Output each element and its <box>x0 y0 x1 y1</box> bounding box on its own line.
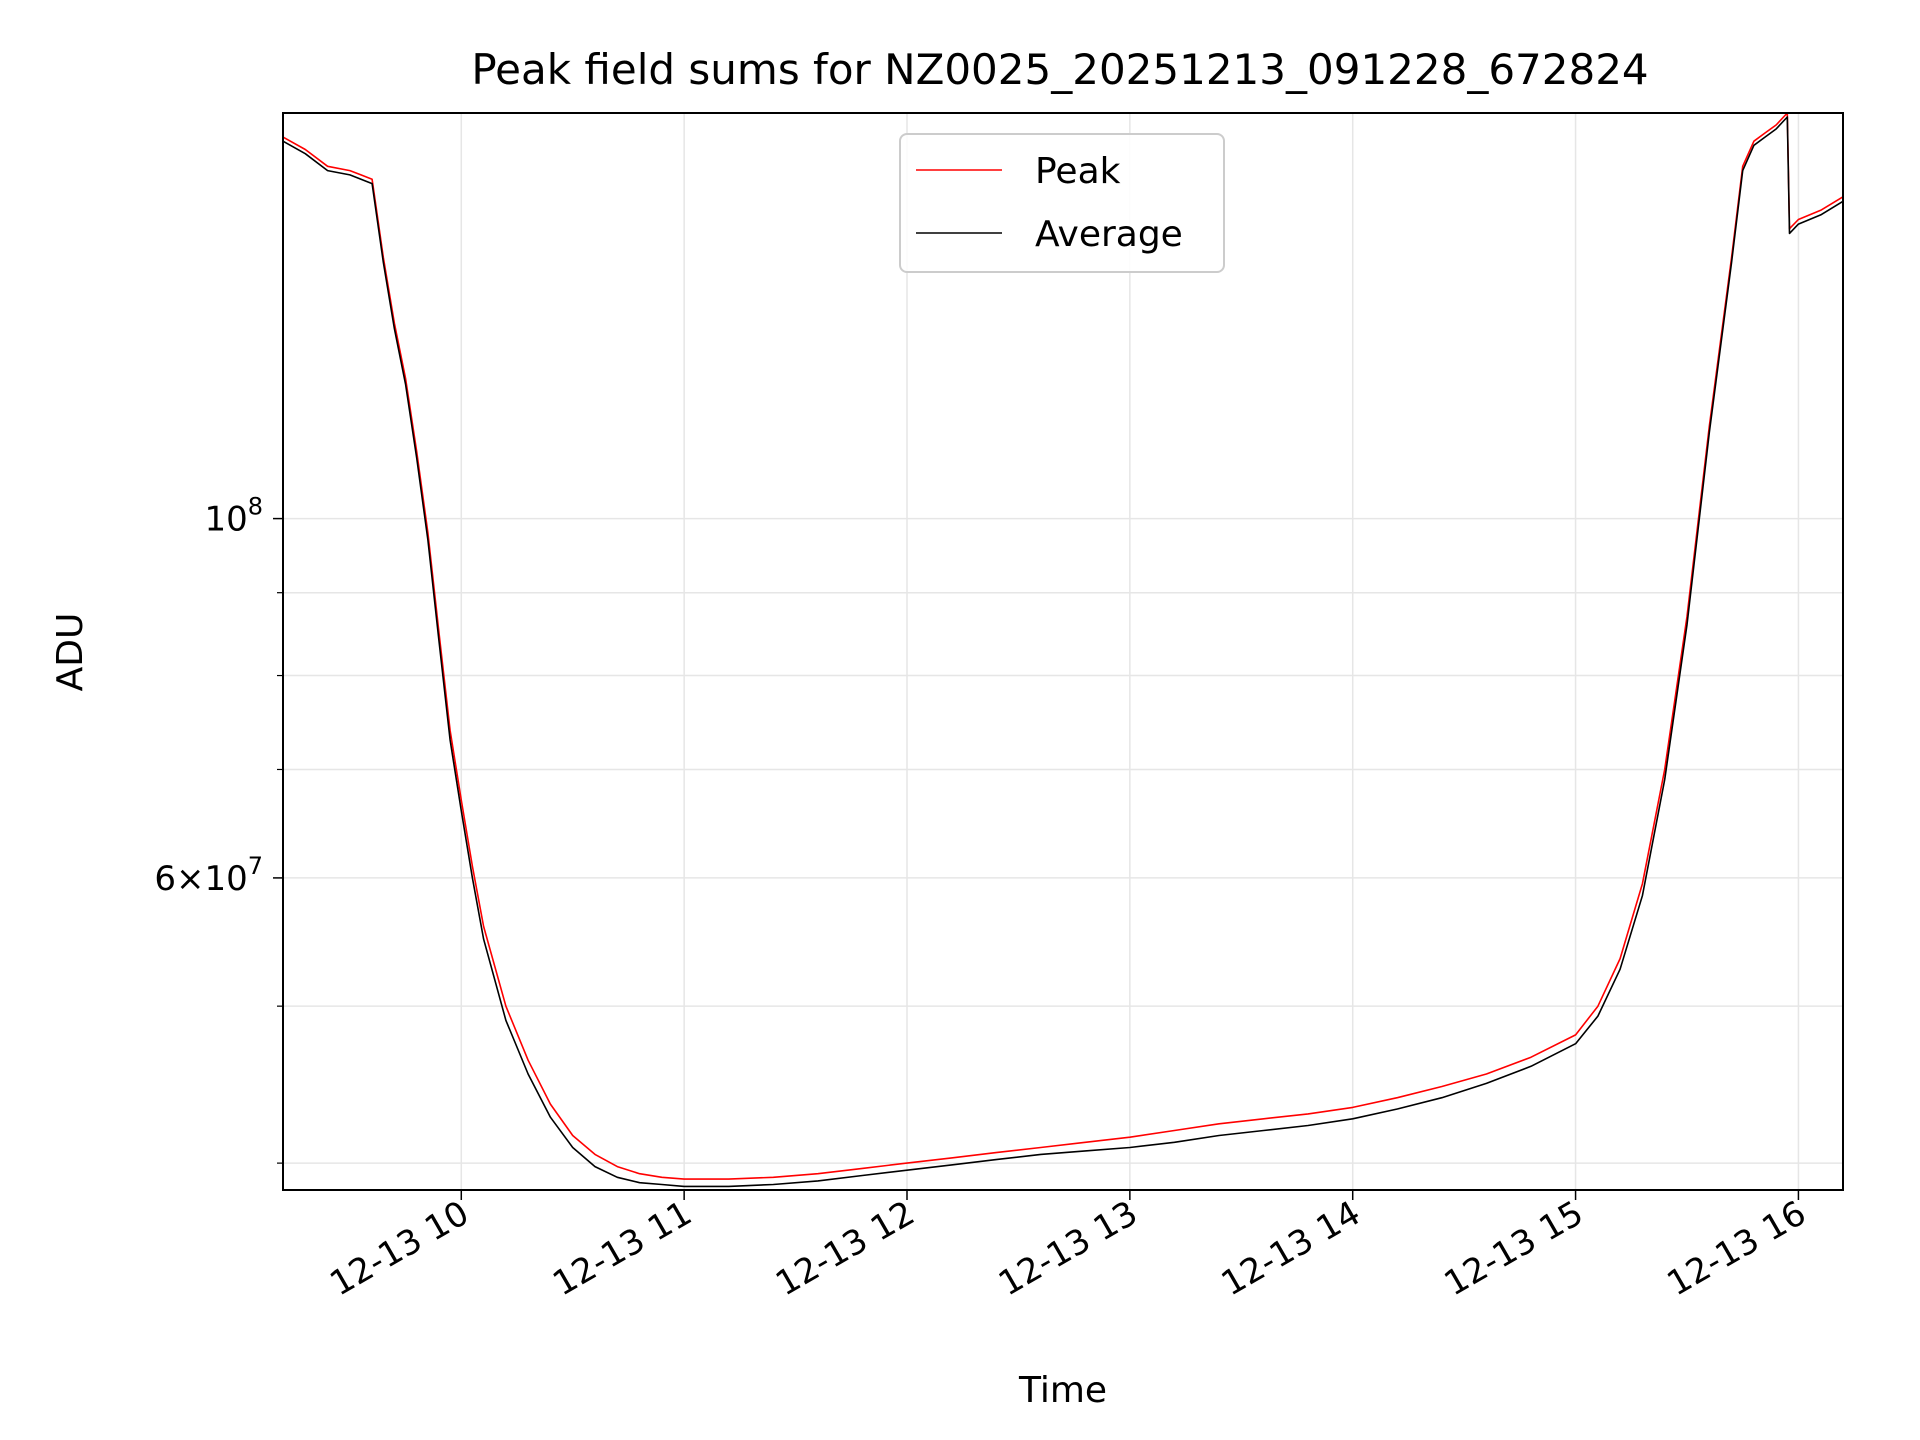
y-axis-label: ADU <box>50 613 91 692</box>
legend-box <box>899 133 1225 273</box>
series-layer <box>282 112 1844 1188</box>
x-axis-label: Time <box>1018 1370 1107 1411</box>
chart-title: Peak field sums for NZ0025_20251213_0912… <box>471 45 1648 94</box>
y-axis-ticks: 108 6×107 <box>154 493 283 1164</box>
series-line-average <box>282 116 1844 1188</box>
y-tick-label: 108 <box>204 493 263 540</box>
legend-label-average: Average <box>1035 214 1183 255</box>
legend-label-peak: Peak <box>1035 151 1121 192</box>
grid-lines <box>283 113 1843 1190</box>
series-line-peak <box>282 112 1844 1180</box>
y-tick-label: 6×107 <box>154 852 263 899</box>
axes-frame <box>282 112 1844 1191</box>
legend: Peak Average <box>899 133 1225 273</box>
